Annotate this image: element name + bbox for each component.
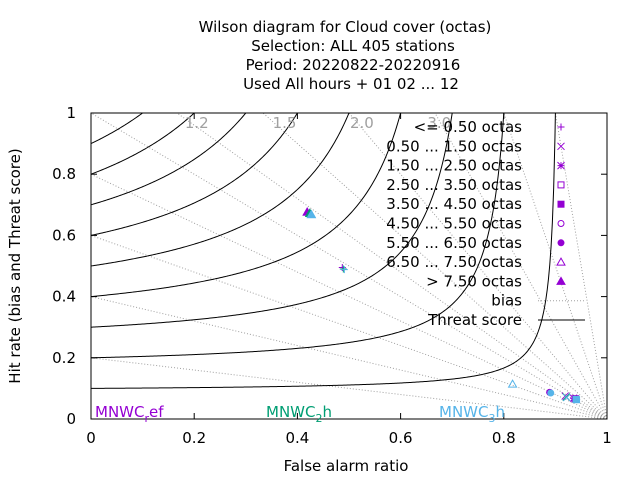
- point-MNWC_2h-0: [339, 265, 347, 273]
- y-tick-label-0.6: 0.6: [52, 226, 76, 244]
- x-tick-label-0.4: 0.4: [285, 429, 309, 447]
- legend-label-7: 6.50 ... 7.50 octas: [386, 253, 522, 271]
- legend-marker-2: [557, 161, 565, 170]
- bias-label-3.0: 3.0: [427, 114, 451, 132]
- series-labels: MNWCref MNWC2h MNWC3h: [95, 403, 505, 425]
- bias-label-2.0: 2.0: [350, 114, 374, 132]
- threat-curve-0.9: [90, 112, 143, 145]
- bias-line-10: [554, 112, 608, 420]
- title-line-4: Used All hours + 01 02 ... 12: [243, 75, 459, 93]
- threat-score-curves: [90, 112, 556, 389]
- x-tick-label-0.6: 0.6: [389, 429, 413, 447]
- threat-curve-0.5: [90, 112, 350, 267]
- threat-curve-0.7: [90, 112, 247, 206]
- y-tick-label-0.4: 0.4: [52, 288, 76, 306]
- legend-marker-6: [557, 239, 565, 247]
- y-tick-label-1: 1: [66, 104, 76, 122]
- title-line-1: Wilson diagram for Cloud cover (octas): [199, 18, 492, 36]
- legend-marker-1: [557, 142, 565, 151]
- threat-curve-0.4: [90, 112, 402, 298]
- plot-frame: [90, 112, 608, 420]
- x-tick-label-0.2: 0.2: [182, 429, 206, 447]
- point-MNWC_3h-1: [562, 393, 571, 402]
- series-label-MNWC_2h: MNWC2h: [266, 403, 332, 425]
- title-line-3: Period: 20220822-20220916: [246, 56, 461, 74]
- y-tick-label-0: 0: [66, 410, 76, 428]
- bias-line-0.2: [90, 357, 608, 420]
- legend-marker-3: [557, 181, 565, 189]
- legend-marker-8: [556, 276, 566, 285]
- y-tick-label-0.2: 0.2: [52, 349, 76, 367]
- point-MNWC_3h-5: [507, 379, 518, 388]
- legend-label-10: Threat score: [427, 311, 522, 329]
- series-label-MNWC_3h: MNWC3h: [439, 403, 505, 425]
- legend-label-3: 2.50 ... 3.50 octas: [386, 176, 522, 194]
- threat-curve-0.8: [90, 112, 195, 175]
- point-MNWC_3h-7: [306, 209, 317, 219]
- legend-label-5: 4.50 ... 5.50 octas: [386, 215, 522, 233]
- y-axis-label: Hit rate (bias and Threat score): [6, 148, 24, 383]
- x-axis-ticks: 0 0.2 0.4 0.6 0.8 1: [86, 113, 612, 447]
- bias-line-2: [348, 112, 608, 420]
- point-MNWC_3h-4: [547, 389, 555, 397]
- legend-marker-7: [556, 257, 566, 266]
- legend-label-6: 5.50 ... 6.50 octas: [386, 234, 522, 252]
- threat-curve-0.3: [90, 112, 453, 328]
- bias-line-1: [90, 112, 608, 420]
- bias-line-0.6: [90, 234, 608, 420]
- legend-label-8: > 7.50 octas: [426, 272, 522, 290]
- threat-curve-0.1: [90, 112, 556, 389]
- y-axis-ticks: 0 0.2 0.4 0.6 0.8 1: [52, 104, 607, 428]
- bias-line-1.2: [176, 112, 608, 420]
- legend-label-9: bias: [491, 292, 522, 310]
- legend-marker-4: [557, 200, 565, 208]
- title-line-2: Selection: ALL 405 stations: [251, 37, 455, 55]
- x-tick-label-1: 1: [602, 429, 612, 447]
- bias-line-0.8: [90, 173, 608, 420]
- x-tick-label-0: 0: [86, 429, 96, 447]
- threat-curve-0.6: [90, 112, 298, 236]
- legend-label-4: 3.50 ... 4.50 octas: [386, 195, 522, 213]
- x-axis-label: False alarm ratio: [284, 457, 409, 475]
- bias-lines: [90, 112, 608, 420]
- data-points: [302, 207, 581, 404]
- legend-label-2: 1.50 ... 2.50 octas: [386, 157, 522, 175]
- legend-label-1: 0.50 ... 1.50 octas: [386, 137, 522, 155]
- legend-label-0: <= 0.50 octas: [414, 118, 523, 136]
- legend-marker-5: [557, 220, 565, 227]
- y-tick-label-0.8: 0.8: [52, 165, 76, 183]
- chart-title: Wilson diagram for Cloud cover (octas) S…: [199, 18, 492, 93]
- point-MNWC_3h-0: [340, 266, 348, 274]
- bias-labels: 1.2 1.5 2.0 3.0: [185, 114, 451, 132]
- legend-marker-0: [557, 123, 565, 131]
- point-MNWC_3h-3: [572, 395, 580, 403]
- bias-line-0.4: [90, 296, 608, 420]
- threat-curve-0.2: [90, 112, 505, 359]
- series-label-MNWC_ref: MNWCref: [95, 403, 164, 425]
- bias-label-1.2: 1.2: [185, 114, 209, 132]
- bias-label-1.5: 1.5: [273, 114, 297, 132]
- x-tick-label-0.8: 0.8: [492, 429, 516, 447]
